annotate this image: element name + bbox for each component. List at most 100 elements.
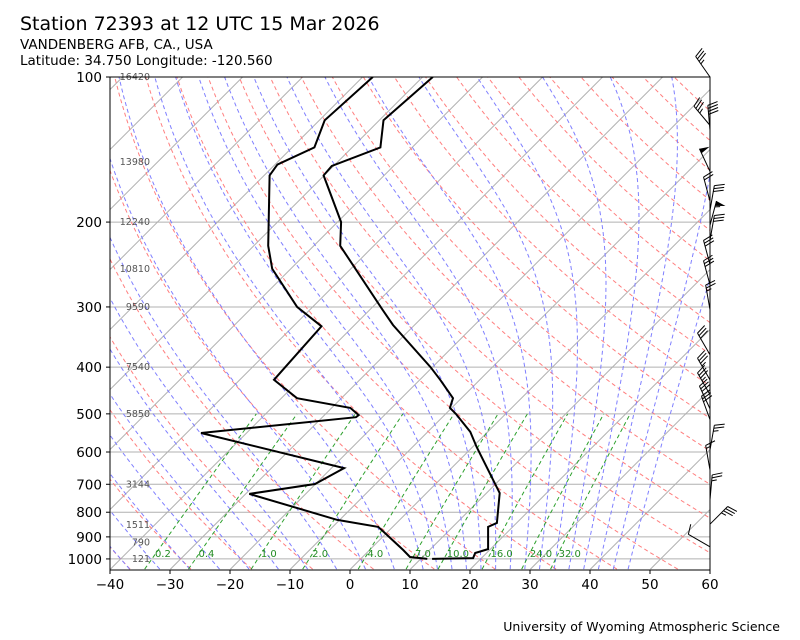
wind-barb [705, 279, 716, 310]
mixing-ratio-line [144, 413, 257, 570]
barb-feather [705, 279, 716, 286]
height-label: 10810 [120, 264, 150, 275]
height-label: 3144 [126, 479, 150, 490]
x-tick-label: 50 [641, 577, 658, 593]
chart-title: Station 72393 at 12 UTC 15 Mar 2026 [20, 13, 380, 35]
moist-adiabat [118, 77, 395, 570]
barb-feather [698, 352, 707, 362]
dry-adiabat [110, 546, 131, 570]
background-lines [0, 77, 800, 570]
barb-shaft [697, 332, 711, 356]
wind-barb [709, 472, 723, 500]
barb-half-feather [713, 430, 719, 432]
barb-feather [698, 327, 707, 337]
barb-feather [705, 282, 716, 289]
dry-adiabat [110, 478, 192, 570]
barb-feather [713, 189, 724, 193]
y-tick-label: 300 [76, 300, 102, 316]
isotherm [110, 77, 363, 331]
dry-adiabat [456, 77, 710, 324]
wind-barb [707, 101, 719, 131]
wind-barb [700, 389, 713, 420]
barb-shaft [703, 176, 711, 202]
line-labels: 0.2 0.4 1.0 2.0 4.0 7.0 10.0 16.0 24.0 32.0164201… [120, 72, 581, 565]
moist-adiabat [175, 77, 438, 570]
barb-feather [713, 219, 724, 222]
barb-feather [697, 364, 706, 374]
mixing-ratio-line [357, 413, 455, 570]
mixing-ratio-label: 0.2 [155, 549, 171, 560]
isotherm [110, 77, 423, 391]
barb-feather [702, 392, 712, 400]
barb-shaft [693, 105, 711, 126]
barb-feather [700, 370, 709, 379]
x-tick-label: 30 [521, 577, 538, 593]
height-label: 9590 [126, 302, 150, 313]
mixing-ratio-label: 24.0 [530, 549, 552, 560]
barb-half-feather [706, 288, 712, 292]
x-tick-label: 20 [461, 577, 478, 593]
barb-half-feather [721, 512, 727, 516]
barb-feather [707, 101, 718, 106]
barb-feather [698, 52, 706, 62]
barb-feather [713, 186, 725, 190]
y-tick-label: 600 [76, 445, 102, 461]
moist-adiabat [368, 77, 532, 570]
wind-barb [709, 423, 725, 450]
isotherm [110, 77, 123, 91]
moist-adiabat [476, 77, 578, 570]
mixing-ratio-label: 10.0 [447, 549, 469, 560]
barb-flag [715, 201, 726, 207]
y-tick-label: 100 [76, 70, 102, 86]
barb-feather [703, 234, 713, 241]
dewpoint-line [200, 77, 428, 560]
isotherm [0, 77, 63, 569]
barb-feather [696, 50, 705, 60]
dry-adiabat [300, 77, 710, 485]
x-tick-label: 0 [346, 577, 355, 593]
barb-feather [714, 183, 725, 187]
barb-shaft [707, 105, 711, 131]
wind-barb [698, 146, 711, 172]
moist-adiabat [542, 77, 607, 570]
y-tick-label: 800 [76, 505, 102, 521]
isotherm [110, 77, 303, 271]
temperature-line [322, 77, 501, 560]
dry-adiabat [549, 77, 710, 232]
barb-feather [713, 216, 725, 219]
wind-barb [697, 325, 711, 356]
barb-feather [703, 395, 713, 403]
isotherm [710, 77, 800, 569]
dry-adiabat [0, 77, 69, 569]
moist-adiabat [110, 236, 338, 570]
dry-adiabat [393, 77, 710, 387]
isotherm [650, 508, 710, 570]
dry-adiabat [331, 77, 710, 452]
moist-adiabat [627, 276, 710, 570]
barb-shaft [695, 56, 711, 78]
isotherm [590, 448, 710, 570]
isotherm [410, 268, 710, 570]
dry-adiabat [269, 77, 710, 519]
barb-shaft [705, 445, 711, 471]
barb-feather [714, 213, 725, 216]
y-tick-label: 900 [76, 530, 102, 546]
barb-feather [701, 384, 711, 392]
barb-feather [725, 508, 735, 515]
isotherm [110, 77, 243, 211]
station-location: VANDENBERG AFB, CA., USA [20, 37, 213, 53]
dry-adiabat [110, 408, 253, 570]
moist-adiabat [154, 77, 424, 570]
x-tick-label: −10 [276, 577, 305, 593]
barb-feather [704, 174, 714, 181]
moist-adiabat [110, 348, 279, 570]
wind-barb [703, 254, 715, 286]
height-label: 121 [132, 554, 150, 565]
moist-adiabat [324, 77, 513, 570]
isotherm [230, 88, 710, 570]
dry-adiabat [207, 77, 678, 570]
mixing-ratio-line [521, 413, 605, 570]
isotherm [110, 77, 183, 151]
barb-feather [711, 475, 723, 479]
height-label: 12240 [120, 217, 150, 228]
